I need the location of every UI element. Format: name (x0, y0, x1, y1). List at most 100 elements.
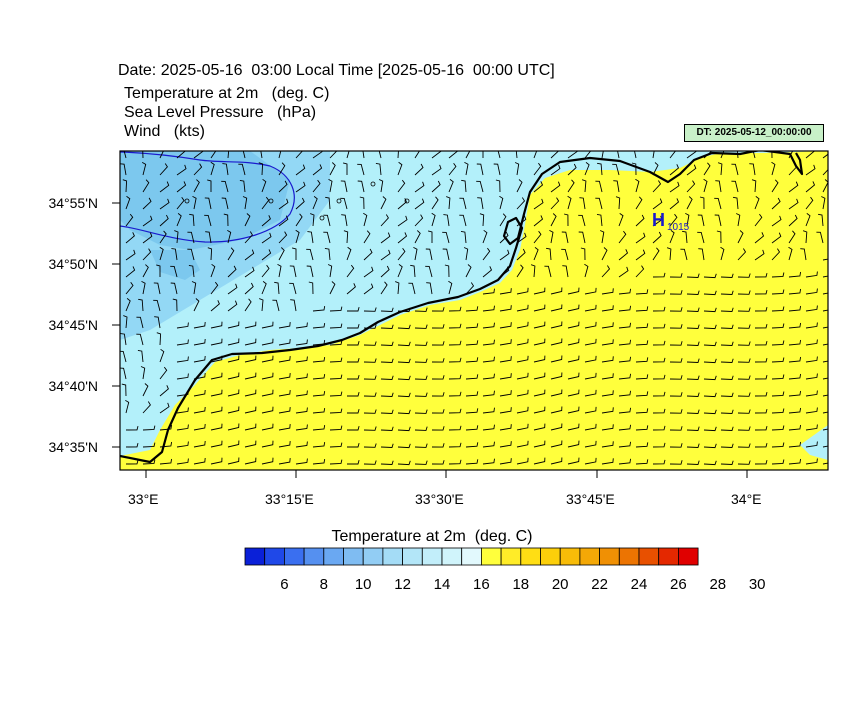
wind-barb (465, 282, 475, 295)
wind-barb (414, 307, 428, 312)
wind-barb (736, 151, 739, 159)
wind-barb (397, 358, 411, 364)
wind-barb (703, 443, 717, 449)
wind-barb (329, 459, 343, 465)
wind-barb (516, 338, 529, 346)
wind-barb (414, 392, 428, 397)
wind-barb (448, 280, 453, 295)
wind-barb (601, 339, 614, 346)
wind-barb (142, 264, 149, 278)
wind-barb (414, 375, 428, 380)
wind-barbs (120, 151, 828, 466)
wind-barb (752, 151, 756, 159)
wind-barb (125, 266, 136, 278)
wind-barb (516, 372, 529, 380)
wind-barb (125, 400, 130, 414)
wind-barb (652, 231, 662, 244)
wind-barb (584, 423, 597, 431)
wind-barb (261, 372, 274, 380)
wind-barb (634, 151, 637, 159)
wind-barb (788, 458, 802, 465)
wind-barb (278, 356, 291, 363)
wind-barb (516, 248, 526, 261)
wind-barb (278, 407, 291, 414)
wind-barb (567, 304, 580, 312)
wind-barb (530, 264, 536, 278)
wind-barb (771, 151, 773, 159)
wind-barb (618, 373, 632, 380)
wind-barb (635, 340, 649, 346)
wind-barb (363, 266, 374, 278)
wind-barb (347, 306, 360, 312)
wind-barb (788, 390, 802, 397)
wind-barb (278, 247, 285, 261)
wind-barb (499, 305, 512, 312)
wind-barb (414, 181, 425, 193)
wind-barb (363, 460, 377, 465)
wind-barb (341, 214, 348, 227)
wind-barb (720, 375, 734, 380)
wind-barb (176, 322, 189, 329)
wind-barb (222, 163, 229, 176)
wind-barb (459, 214, 467, 227)
wind-barb (448, 408, 462, 414)
wind-barb (615, 196, 621, 210)
wind-barb (357, 180, 365, 193)
lat-label-5: 34°35'N (48, 439, 98, 455)
wind-barb (533, 457, 546, 465)
wind-barb (482, 322, 495, 329)
isobar-line (120, 151, 295, 243)
wind-barb (618, 322, 632, 329)
wind-barb (204, 214, 212, 227)
wind-barb (380, 214, 389, 227)
wind-barb (346, 246, 352, 261)
wind-barb (380, 196, 387, 210)
wind-barb (720, 290, 734, 295)
wind-barb (329, 425, 343, 431)
wind-barb (754, 323, 768, 329)
wind-barb (295, 390, 308, 397)
wind-barb (567, 372, 580, 380)
wind-barb (533, 151, 538, 159)
wind-barb (822, 179, 828, 193)
wind-barb (703, 426, 717, 432)
wind-barb (499, 195, 504, 210)
colorbar-label: 12 (394, 576, 411, 593)
wind-barb (516, 355, 529, 363)
wind-barb (227, 355, 240, 363)
wind-barb (499, 458, 512, 465)
wind-barb (138, 298, 144, 312)
wind-barb (414, 198, 425, 210)
wind-barb (563, 213, 569, 227)
wind-barb (652, 323, 666, 329)
wind-barb (465, 151, 471, 159)
wind-barb (771, 197, 781, 210)
wind-barb (805, 390, 818, 397)
colorbar-swatch (579, 547, 601, 566)
wind-barb (482, 424, 495, 431)
wind-barb (754, 232, 765, 244)
wind-barb (516, 389, 529, 397)
wind-barb (122, 179, 128, 193)
wind-barb (431, 375, 445, 380)
colorbar-swatch (540, 547, 561, 566)
wind-barb (703, 409, 717, 415)
wind-barb (686, 164, 697, 176)
wind-barb (306, 265, 314, 278)
wind-barb (482, 266, 493, 278)
wind-barb (176, 339, 189, 346)
wind-barb (618, 424, 632, 431)
wind-barb (580, 247, 586, 261)
wind-barb (463, 247, 469, 261)
wind-barb (397, 341, 411, 347)
wind-barb (754, 357, 768, 363)
wind-barb (193, 163, 203, 176)
wind-barb (278, 424, 291, 431)
wind-barb (686, 290, 700, 295)
wind-barb (329, 391, 343, 397)
wind-barb (533, 215, 544, 227)
wind-barb (669, 324, 683, 329)
wind-barb (278, 390, 291, 397)
colorbar-swatch (343, 547, 364, 566)
wind-barb (261, 215, 271, 227)
